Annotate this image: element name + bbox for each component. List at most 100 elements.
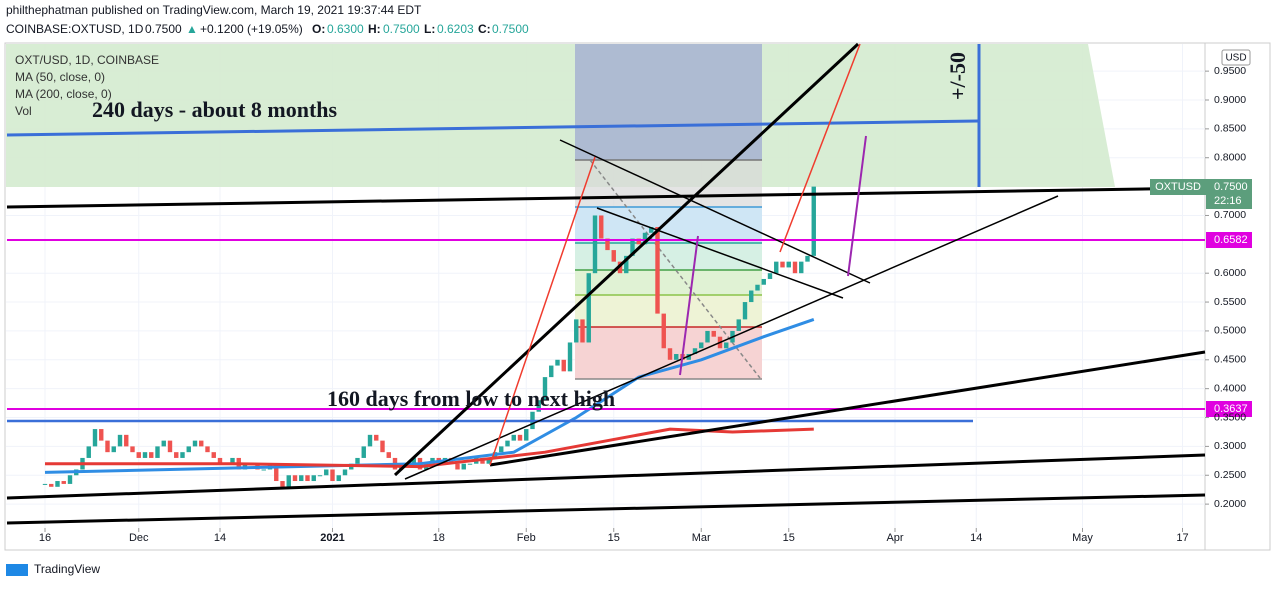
candle-body — [211, 452, 216, 458]
currency-box — [1221, 49, 1251, 66]
annotation: 240 days - about 8 months — [92, 97, 338, 122]
candle-body — [805, 255, 810, 262]
candle-body — [136, 452, 141, 458]
candle-body — [624, 255, 629, 274]
candle-body — [686, 354, 691, 360]
change: +0.1200 (+19.05%) — [200, 22, 303, 36]
candle-body — [299, 475, 304, 482]
candle-body — [699, 342, 704, 349]
x-tick-label: 17 — [1176, 532, 1188, 544]
x-tick-label: 18 — [433, 532, 445, 544]
candle-body — [330, 469, 335, 482]
candle-body — [592, 215, 598, 274]
candle-body — [230, 457, 235, 464]
candle-body — [655, 227, 660, 314]
x-tick-label: May — [1072, 532, 1093, 544]
candle-body — [742, 302, 748, 320]
y-tick-label: 0.8000 — [1214, 152, 1246, 164]
candle-body — [736, 319, 741, 331]
symbol-tag-text: OXTUSD — [1155, 181, 1201, 193]
ma-line — [44, 317, 815, 474]
candle-body — [499, 446, 504, 453]
candle-body — [67, 475, 73, 484]
candle-body — [467, 463, 473, 465]
candle-body — [561, 359, 566, 372]
fib-3 — [575, 243, 762, 270]
y-tick-label: 0.4000 — [1214, 382, 1246, 394]
legend-entry: Vol — [15, 104, 32, 118]
close: 0.7500 — [492, 22, 529, 36]
moving-averages — [44, 317, 815, 474]
candle-body — [367, 434, 373, 447]
candle-body — [92, 429, 98, 447]
candle-body — [667, 348, 673, 360]
candle-body — [374, 434, 379, 441]
candle-body — [524, 429, 529, 441]
candle-body — [117, 434, 123, 447]
candle-body — [574, 319, 579, 343]
candle-body — [167, 440, 173, 453]
candle-body — [380, 440, 385, 453]
candle-body — [649, 227, 654, 233]
candle-body — [130, 446, 135, 453]
candle-body — [767, 273, 773, 279]
candle-body — [111, 446, 116, 453]
candle-body — [636, 238, 641, 245]
x-tick-label: 16 — [39, 532, 51, 544]
candle-body — [86, 446, 91, 458]
annotation: 160 days from low to next high — [327, 386, 615, 411]
y-tick-label: 0.3500 — [1214, 411, 1246, 423]
y-tick-label: 0.3000 — [1214, 440, 1246, 452]
c-label: C: — [478, 22, 491, 36]
candle-body — [517, 434, 523, 441]
candle-body — [567, 342, 573, 372]
candle-body — [99, 429, 104, 441]
candle-body — [692, 348, 698, 355]
candle-body — [42, 483, 48, 485]
candle-body — [774, 261, 779, 274]
legend-entry: OXT/USD, 1D, COINBASE — [15, 53, 159, 67]
candle-body — [205, 446, 210, 453]
candle-body — [361, 446, 366, 458]
candle-body — [142, 452, 148, 458]
candle-body — [642, 232, 648, 245]
frame — [4, 42, 1271, 551]
candle-body — [411, 457, 416, 464]
candle-body — [336, 475, 341, 482]
candle-body — [317, 475, 323, 477]
fib-1 — [575, 160, 762, 207]
legend-entry: MA (200, close, 0) — [15, 87, 112, 101]
candle-body — [586, 273, 591, 343]
candle-body — [192, 440, 198, 447]
drawings — [6, 42, 1206, 525]
candle-body — [511, 434, 516, 441]
candle-body — [155, 446, 160, 458]
candle-body — [386, 452, 391, 458]
candle-body — [555, 359, 560, 366]
legend-entry: MA (50, close, 0) — [15, 70, 105, 84]
open: 0.6300 — [327, 22, 364, 36]
candle-body — [674, 354, 679, 360]
candle-body — [55, 481, 60, 487]
candle-body — [761, 278, 766, 285]
currency: USD — [1225, 53, 1246, 64]
candle-body — [780, 261, 785, 268]
candle-body — [605, 238, 610, 251]
x-tick-label: Mar — [692, 532, 711, 544]
candle-body — [342, 469, 348, 476]
candle-body — [611, 250, 616, 262]
candle-body — [324, 469, 329, 476]
range-zone — [6, 44, 1115, 187]
publisher: philthephatman published on TradingView.… — [6, 3, 422, 17]
candle-body — [49, 483, 54, 487]
symbol-tag — [1150, 179, 1206, 195]
candle-body — [536, 400, 541, 412]
high: 0.7500 — [383, 22, 420, 36]
countdown: 22:16 — [1214, 195, 1242, 207]
y-tick-label: 0.5000 — [1214, 325, 1246, 337]
candle-body — [174, 452, 179, 458]
candle-body — [199, 440, 204, 447]
level-tag — [1206, 232, 1252, 248]
footer: TradingView — [34, 562, 100, 576]
